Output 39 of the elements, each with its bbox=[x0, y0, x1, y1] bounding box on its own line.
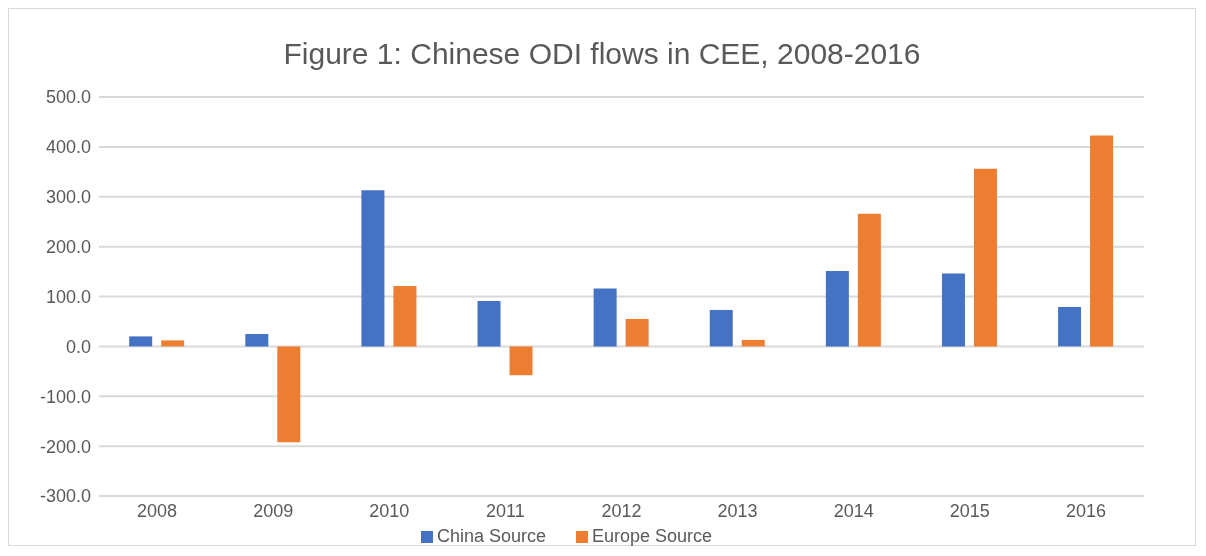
bar bbox=[593, 288, 617, 347]
bar bbox=[277, 346, 301, 443]
x-tick-label: 2012 bbox=[601, 500, 642, 521]
bar bbox=[129, 336, 153, 347]
bar bbox=[245, 333, 269, 347]
chart-title: Figure 1: Chinese ODI flows in CEE, 2008-2016 bbox=[282, 36, 922, 72]
bar bbox=[1090, 135, 1114, 347]
y-tick-label: -300.0 bbox=[39, 486, 91, 507]
bar bbox=[825, 271, 849, 347]
y-tick-label: -100.0 bbox=[39, 386, 91, 407]
bar bbox=[393, 286, 417, 347]
bar bbox=[709, 309, 733, 347]
legend-label: Europe Source bbox=[592, 526, 713, 546]
y-tick-label: -200.0 bbox=[39, 436, 91, 457]
y-tick-label: 500.0 bbox=[45, 87, 91, 108]
bar bbox=[509, 346, 533, 376]
bar bbox=[161, 340, 185, 347]
bar bbox=[625, 318, 649, 347]
x-tick-label: 2014 bbox=[833, 500, 874, 521]
x-tick-label: 2009 bbox=[253, 500, 294, 521]
y-tick-label: 100.0 bbox=[45, 286, 91, 307]
y-tick-label: 200.0 bbox=[45, 237, 91, 258]
x-tick-label: 2016 bbox=[1065, 500, 1106, 521]
x-tick-label: 2008 bbox=[137, 500, 178, 521]
x-tick-label: 2013 bbox=[717, 500, 758, 521]
bar bbox=[477, 300, 501, 347]
bar bbox=[1058, 306, 1082, 347]
x-tick-label: 2015 bbox=[949, 500, 990, 521]
legend-label: China Source bbox=[436, 526, 546, 546]
y-tick-label: 400.0 bbox=[45, 137, 91, 158]
y-tick-label: 0.0 bbox=[65, 336, 91, 357]
bar bbox=[741, 339, 765, 347]
y-tick-label: 300.0 bbox=[45, 187, 91, 208]
bar bbox=[361, 190, 385, 347]
bar bbox=[973, 168, 997, 347]
x-tick-label: 2011 bbox=[486, 500, 525, 521]
bar bbox=[941, 273, 965, 347]
bar bbox=[857, 213, 881, 347]
x-tick-label: 2010 bbox=[369, 500, 410, 521]
